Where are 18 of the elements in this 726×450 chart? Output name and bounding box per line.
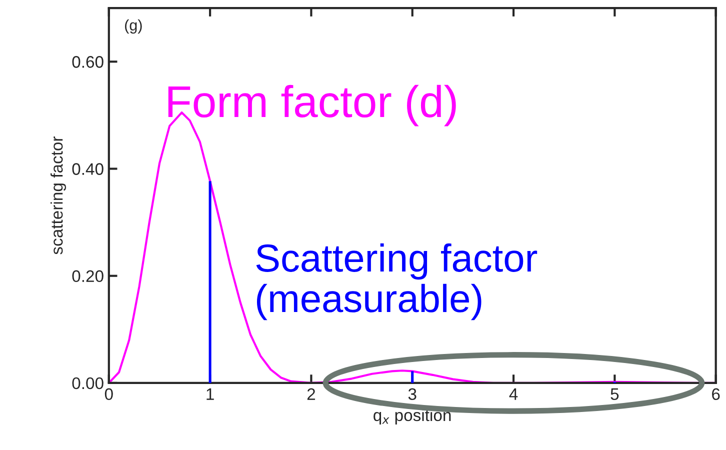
bar xyxy=(411,371,414,383)
x-tick-label: 4 xyxy=(509,388,518,400)
annotation: (g) xyxy=(125,19,142,34)
y-tick-label: 0.00 xyxy=(72,377,104,390)
x-tick-label: 6 xyxy=(712,388,720,400)
y-tick-label: 0.60 xyxy=(72,56,104,68)
x-axis-title: q$_{x}$ position xyxy=(374,408,451,424)
y-tick-label: 0.20 xyxy=(72,270,104,282)
y-tick-label: 0.40 xyxy=(72,163,104,175)
series-label: Scattering factor (measurable) xyxy=(256,243,538,320)
x-tick-label: 3 xyxy=(408,388,416,400)
x-tick-label: 2 xyxy=(307,388,316,400)
x-tick-label: 1 xyxy=(206,388,214,400)
series-label: Form factor (d) xyxy=(168,84,456,126)
y-axis-title: scattering factor xyxy=(50,136,66,254)
bar xyxy=(208,181,212,383)
x-tick-label: 0 xyxy=(104,388,113,400)
x-tick-label: 5 xyxy=(610,388,619,400)
